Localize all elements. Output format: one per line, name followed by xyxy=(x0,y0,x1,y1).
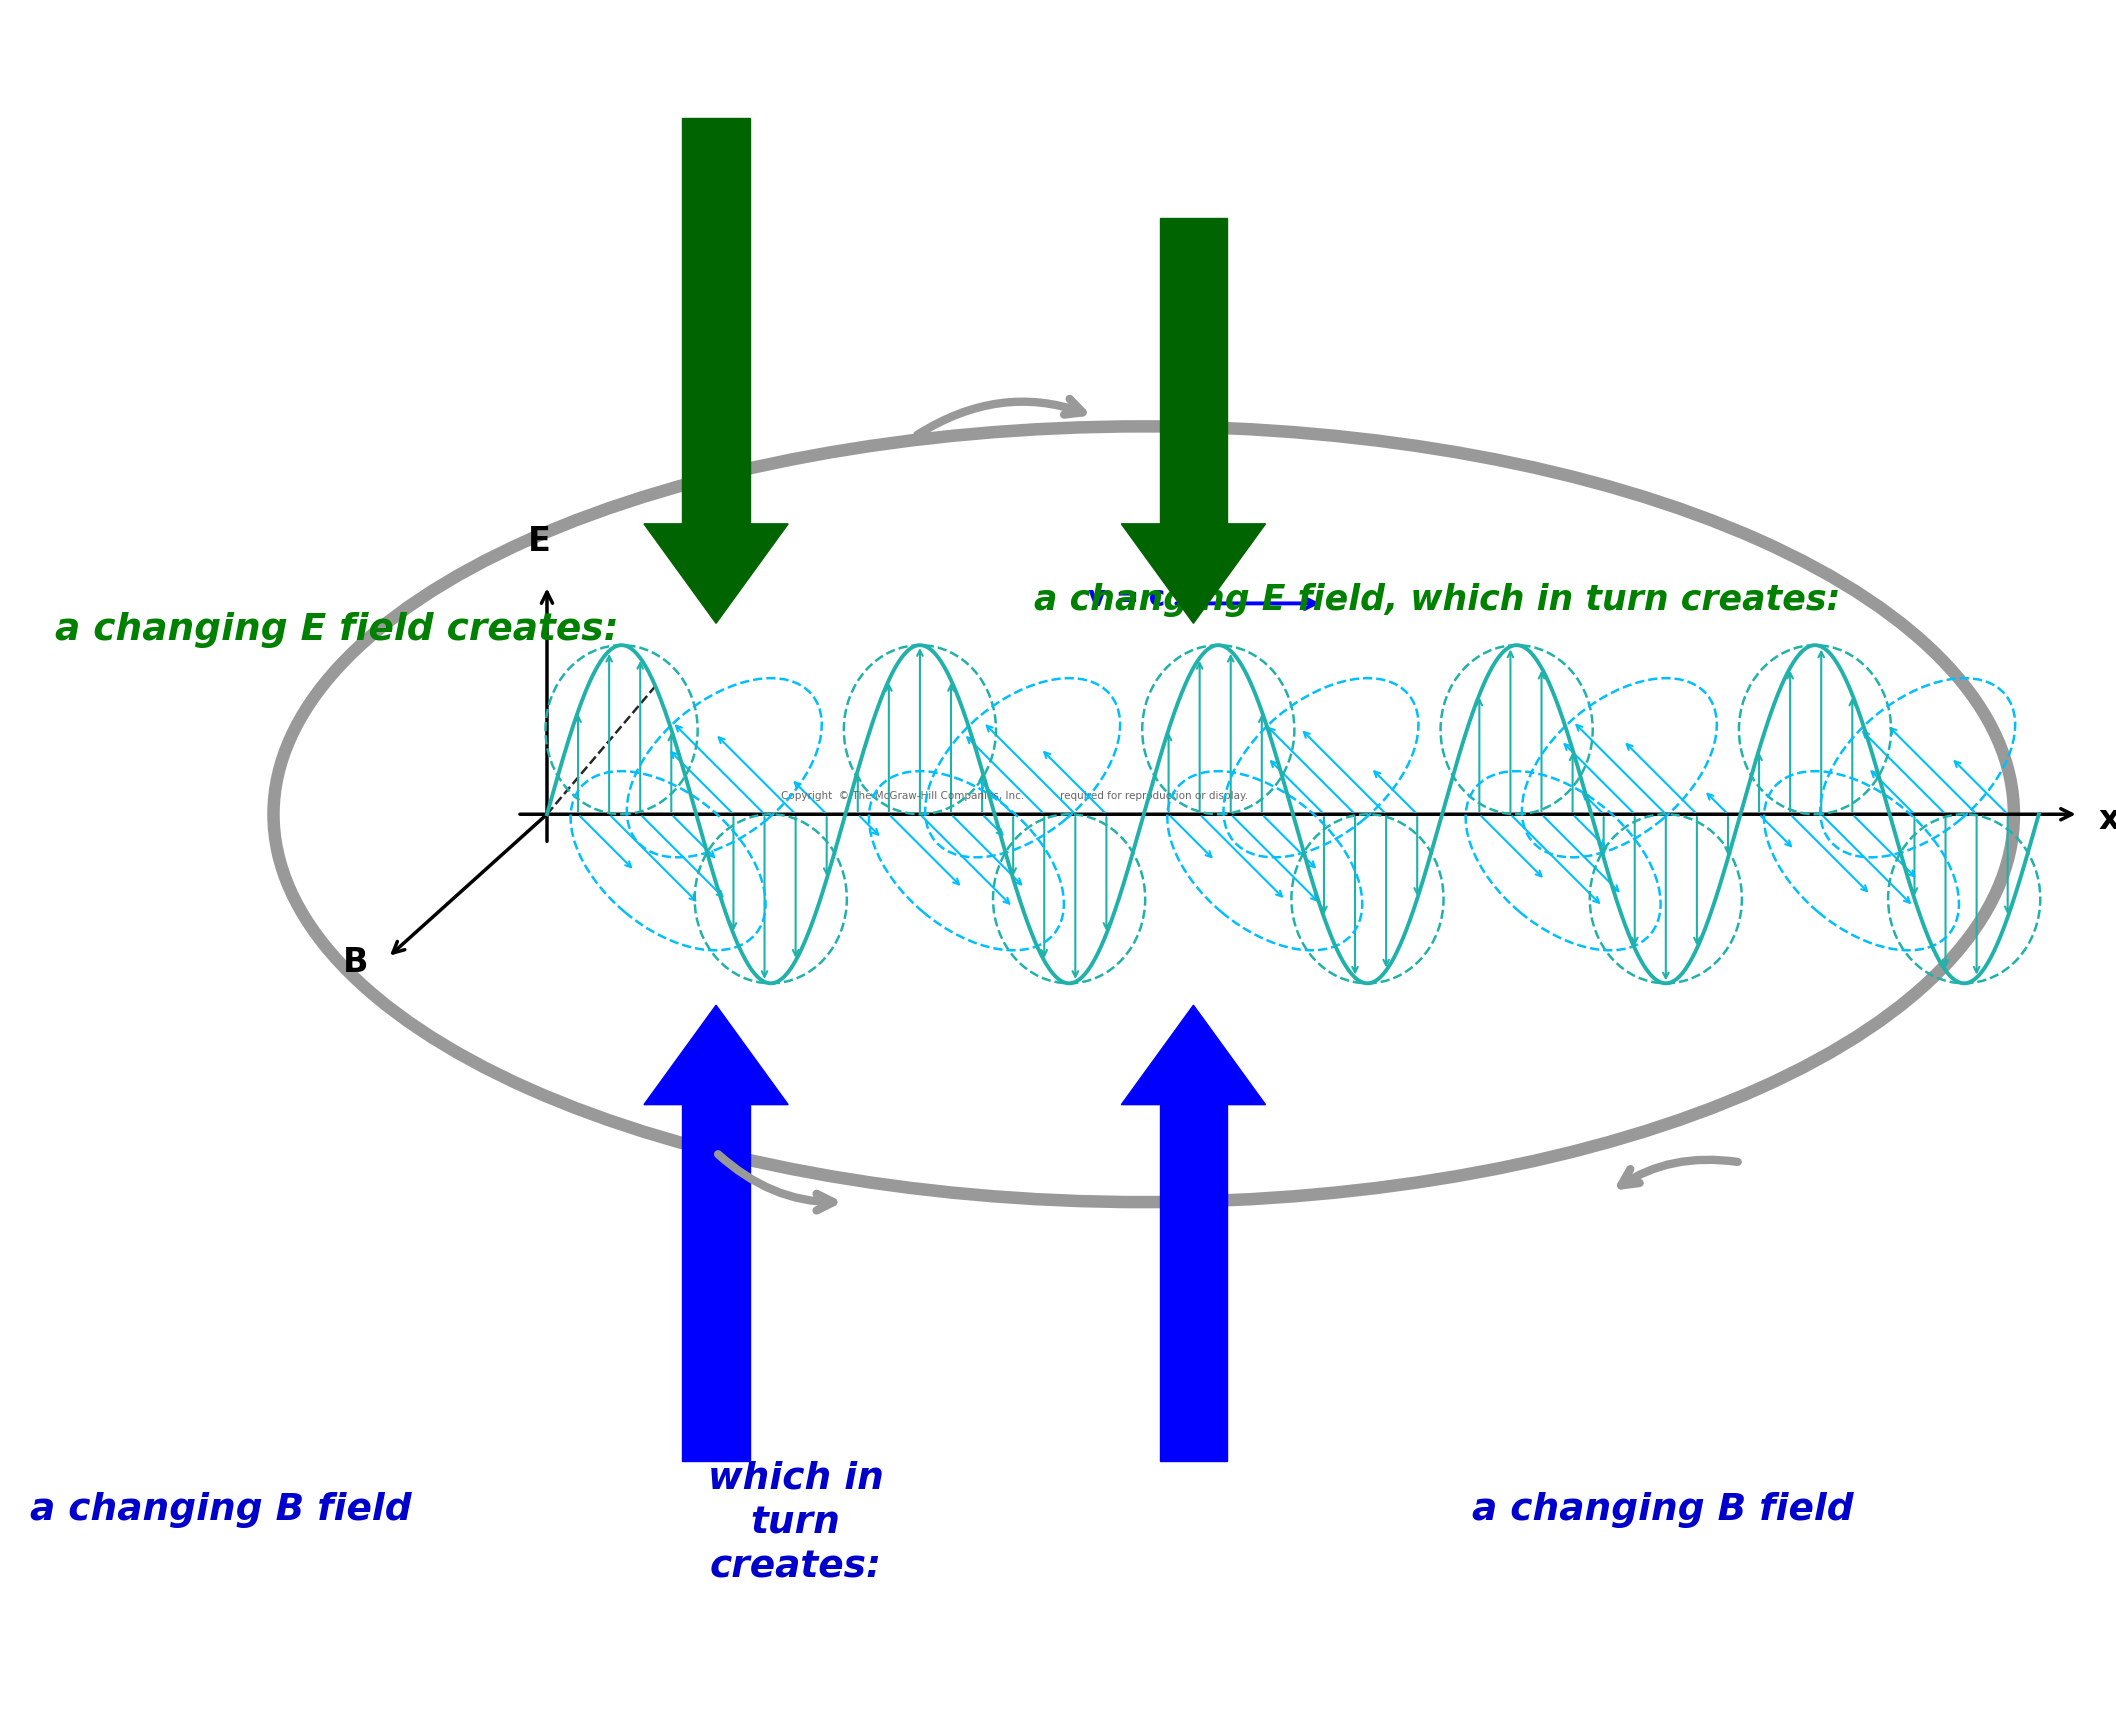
Text: a changing B field: a changing B field xyxy=(1473,1493,1854,1529)
Text: which in
turn
creates:: which in turn creates: xyxy=(707,1460,884,1585)
Text: Copyright  © The McGraw-Hill Companies, Inc.           required for reproduction: Copyright © The McGraw-Hill Companies, I… xyxy=(781,792,1248,802)
Text: x: x xyxy=(2099,802,2116,836)
Text: v = c: v = c xyxy=(1088,584,1166,612)
Polygon shape xyxy=(681,1104,749,1460)
Polygon shape xyxy=(1121,524,1265,624)
FancyArrowPatch shape xyxy=(918,399,1083,435)
Polygon shape xyxy=(1121,1004,1265,1104)
Polygon shape xyxy=(643,524,787,624)
Text: B: B xyxy=(343,946,368,979)
Text: a changing E field creates:: a changing E field creates: xyxy=(55,612,618,648)
Text: a changing B field: a changing B field xyxy=(30,1493,411,1529)
Text: a changing E field, which in turn creates:: a changing E field, which in turn create… xyxy=(1035,583,1841,617)
FancyArrowPatch shape xyxy=(1621,1160,1737,1186)
Polygon shape xyxy=(643,1004,787,1104)
Polygon shape xyxy=(1160,218,1227,524)
Text: E: E xyxy=(527,524,550,557)
Polygon shape xyxy=(1160,1104,1227,1460)
FancyArrowPatch shape xyxy=(717,1154,834,1210)
Polygon shape xyxy=(681,118,749,524)
